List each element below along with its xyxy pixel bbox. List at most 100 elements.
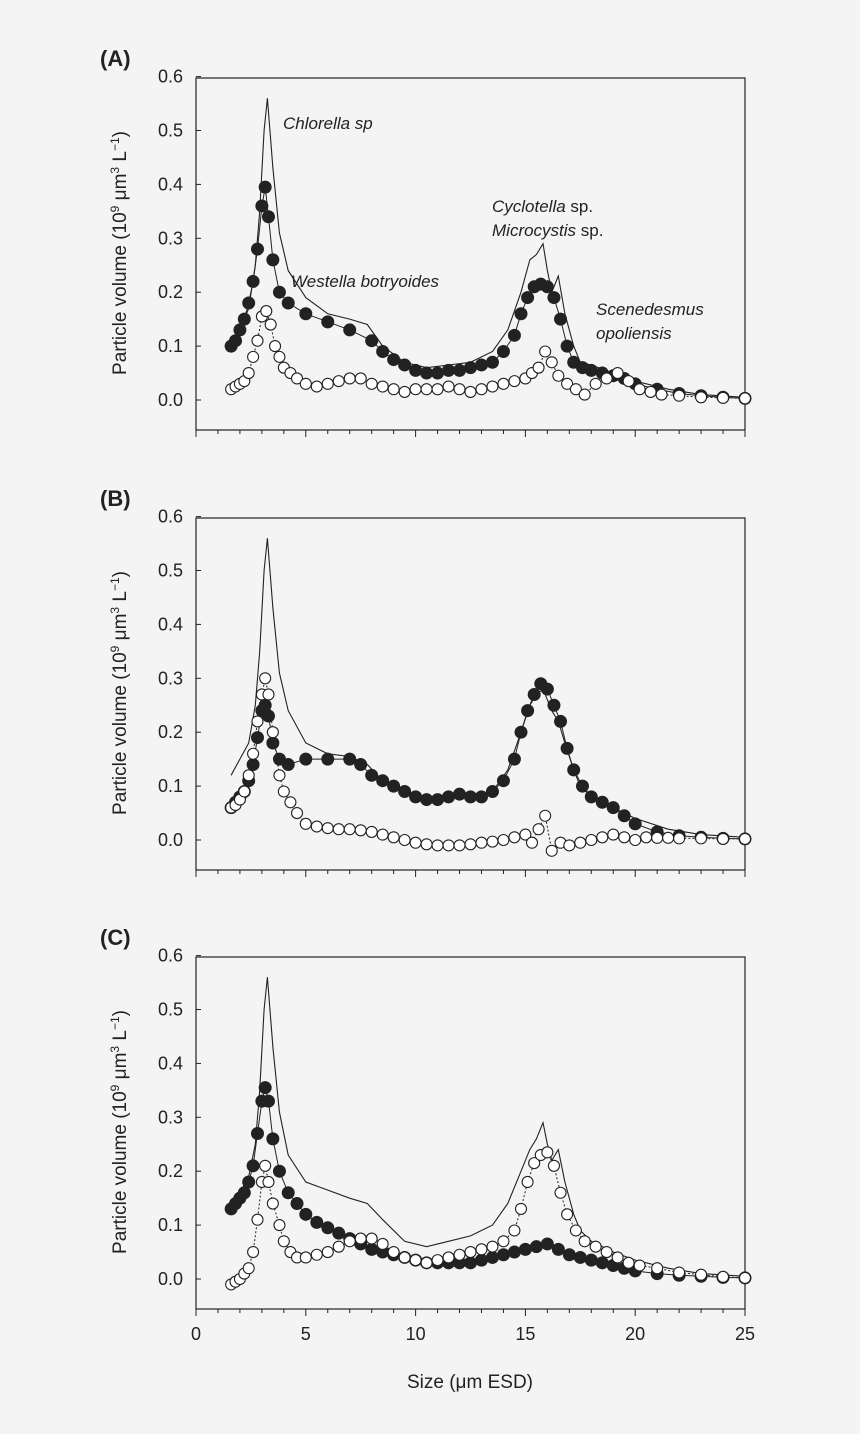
panel-b-y-title-part: L	[110, 591, 131, 607]
panel-c-filled-point	[272, 1164, 286, 1178]
panel-c-y-title-part: μm	[110, 1053, 131, 1085]
panel-c-open-point	[554, 1186, 567, 1199]
panel-a-filled-point	[442, 363, 456, 377]
panel-b-open-point	[376, 828, 389, 841]
panel-b-open-point	[266, 726, 279, 739]
panel-a-y-title-part: 3	[108, 167, 122, 174]
panel-c-x-tick-label: 20	[625, 1324, 645, 1344]
panel-c-filled-point	[507, 1245, 521, 1259]
annotation-microcystis: Microcystis sp.	[492, 221, 603, 240]
panel-a-filled-point	[299, 307, 313, 321]
panel-c-open-point	[633, 1259, 646, 1272]
panel-a-filled-point	[233, 323, 247, 337]
panel-b-filled-point	[281, 758, 295, 772]
panel-c-open-point	[600, 1246, 613, 1259]
panel-a-frame	[195, 77, 746, 431]
panel-b-open-point	[486, 835, 499, 848]
panel-a-filled-point	[560, 339, 574, 353]
panel-a-filled-point	[365, 334, 379, 348]
panel-a-filled-point	[242, 296, 256, 310]
panel-a-filled-point	[229, 334, 243, 348]
panel-b-open-point	[716, 832, 730, 845]
panel-a-open-point	[464, 385, 477, 398]
annotation-chlorella: Chlorella sp	[283, 114, 373, 133]
panel-c-open-point	[310, 1248, 323, 1261]
panel-a-y-tick-label: 0.6	[158, 67, 183, 87]
panel-a-filled-point	[387, 353, 401, 367]
panel-b-open-point	[354, 824, 367, 837]
panel-a-open-point	[260, 305, 273, 318]
annotation-microcystis-name: Microcystis	[492, 221, 577, 240]
annotation-scenedesmus-line1: Scenedesmus	[596, 300, 704, 319]
panel-a-filled-point	[261, 210, 275, 224]
panel-a-open-point	[365, 377, 378, 390]
panel-b-filled-point	[575, 779, 589, 793]
panel-c-open-point	[398, 1251, 411, 1264]
panel-b-open-point	[409, 836, 422, 849]
annotation-cyclotella-name: Cyclotella	[492, 197, 566, 216]
panel-a-open-point	[486, 380, 499, 393]
panel-a-open-point	[343, 372, 356, 385]
panel-c-x-tick-label: 10	[406, 1324, 426, 1344]
panel-a-filled-point	[496, 344, 510, 358]
panel-c-y-tick-label: 0.2	[158, 1161, 183, 1181]
panel-a-filled-point	[584, 363, 598, 377]
x-axis-title: Size (μm ESD)	[407, 1372, 533, 1393]
panel-b-filled-point	[496, 774, 510, 788]
panel-a-open-point	[600, 372, 613, 385]
panel-a-filled-point	[281, 296, 295, 310]
panel-b-filled-point	[321, 752, 335, 766]
panel-b-open-point	[242, 769, 255, 782]
panel-c-open-point	[622, 1256, 635, 1269]
panel-c-open-point	[521, 1175, 534, 1189]
panel-a-y-title-part: −1	[108, 137, 122, 151]
panel-a-open-point	[273, 350, 286, 363]
panel-b-filled-point	[527, 687, 541, 701]
panel-c-filled-point	[321, 1221, 335, 1235]
panel-b-open-point	[398, 833, 411, 847]
panel-a-open-point	[290, 372, 304, 385]
panel-b-open-point	[607, 828, 620, 841]
panel-a-y-tick-label: 0.4	[158, 174, 183, 194]
panel-b-open-point	[508, 831, 521, 844]
panel-a-open-point	[497, 377, 510, 390]
panel-c-filled-point	[365, 1242, 379, 1256]
panel-b-open-point	[290, 806, 304, 820]
panel-a-open-point	[561, 377, 574, 390]
panel-b-filled-point	[474, 790, 488, 804]
panel-c-open-point	[266, 1197, 279, 1210]
panel-b-open-point	[651, 831, 664, 844]
panel-b-filled-point	[485, 784, 499, 798]
panel-b-open-point	[640, 831, 653, 844]
panel-a-y-title-part: L	[110, 151, 131, 167]
panel-b-open-point	[738, 832, 752, 845]
panel-b-label: (B)	[100, 486, 131, 511]
panel-a-filled-point	[474, 358, 488, 372]
panel-a-open-point	[420, 383, 433, 396]
panel-a-open-point	[332, 375, 345, 388]
panel-a-reference-line	[230, 98, 746, 398]
panel-a-open-point	[251, 334, 264, 347]
panel-c-filled-point	[242, 1175, 256, 1189]
panel-a-y-tick-label: 0.0	[158, 390, 183, 410]
panel-c-open-point	[453, 1248, 466, 1261]
panel-b-open-point	[251, 715, 264, 728]
panel-b-open-point	[662, 831, 675, 844]
panel-a-y-title-part: 9	[108, 205, 122, 212]
panel-b-open-point	[431, 839, 444, 852]
panel-c-reference-line	[230, 977, 746, 1277]
panel-a-filled-point	[343, 323, 357, 337]
panel-c-open-point	[277, 1235, 290, 1248]
panel-a-filled-point	[321, 315, 335, 329]
panel-c-open-point	[508, 1224, 521, 1237]
panel-b-y-title-part: )	[110, 571, 131, 577]
panel-c-open-point	[259, 1159, 272, 1172]
panel-c-open-point	[354, 1232, 367, 1245]
panel-a-filled-point	[250, 242, 264, 256]
panel-a-y-tick-label: 0.5	[158, 121, 183, 141]
panel-a-open-point	[532, 361, 545, 374]
panel-c-open-point	[365, 1232, 378, 1245]
panel-b-filled-point	[507, 752, 521, 766]
panel-b-filled-point	[560, 741, 574, 755]
panel-c-y-tick-label: 0.4	[158, 1053, 183, 1073]
